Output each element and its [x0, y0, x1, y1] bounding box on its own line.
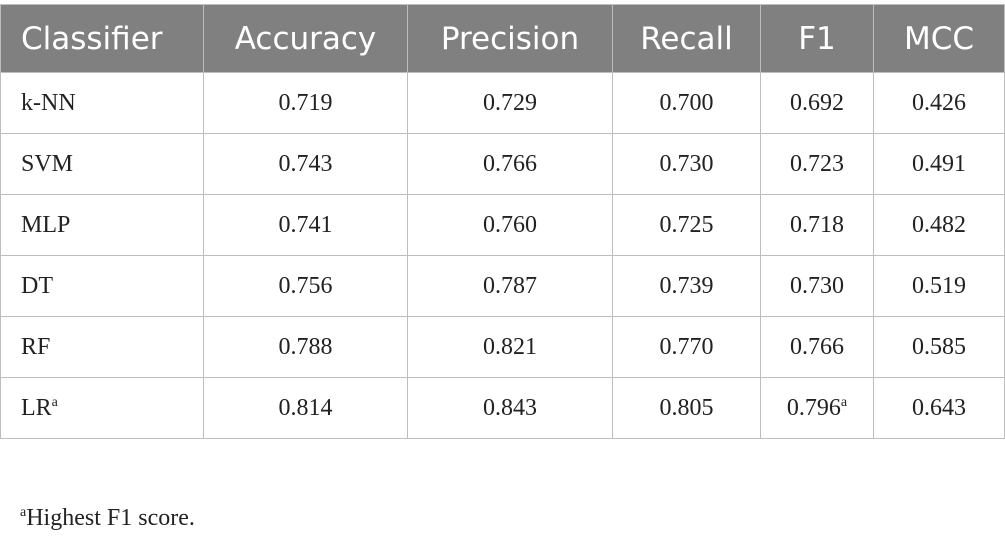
table-cell: 0.482 [873, 194, 1005, 256]
table-row: k-NN 0.719 0.729 0.700 0.692 0.426 [0, 72, 1005, 134]
cell-text: MLP [21, 211, 71, 238]
cell-text: 0.787 [483, 272, 537, 299]
footnote: aHighest F1 score. [20, 505, 195, 532]
table-cell: 0.491 [873, 133, 1005, 195]
cell-text: 0.719 [278, 89, 333, 116]
table-cell: 0.796a [760, 377, 874, 439]
table-cell: 0.643 [873, 377, 1005, 439]
cell-text: 0.766 [483, 150, 537, 177]
table-cell: 0.756 [203, 255, 408, 317]
cell-text: 0.723 [790, 150, 844, 177]
cell-text: 0.756 [278, 272, 333, 299]
table-cell: 0.814 [203, 377, 408, 439]
header-cell: Recall [612, 4, 761, 73]
table-cell: RF [0, 316, 204, 378]
cell-text: 0.491 [912, 150, 966, 177]
table-cell: 0.739 [612, 255, 761, 317]
cell-text: 0.821 [483, 333, 537, 360]
table-row: MLP 0.741 0.760 0.725 0.718 0.482 [0, 194, 1005, 256]
cell-text: 0.739 [659, 272, 714, 299]
cell-text: 0.788 [278, 333, 333, 360]
table-cell: 0.805 [612, 377, 761, 439]
header-row: Classifier Accuracy Precision Recall F1 MCC [0, 4, 1005, 73]
cell-superscript: a [840, 394, 848, 410]
cell-text: k-NN [21, 89, 76, 116]
table-cell: 0.741 [203, 194, 408, 256]
table-cell: 0.766 [407, 133, 613, 195]
table-cell: 0.700 [612, 72, 761, 134]
cell-text: 0.729 [483, 89, 537, 116]
table-cell: LRa [0, 377, 204, 439]
cell-text: 0.770 [659, 333, 714, 360]
cell-text: 0.482 [912, 211, 966, 238]
header-cell: Classifier [0, 4, 204, 73]
table-cell: 0.692 [760, 72, 874, 134]
cell-text: 0.730 [790, 272, 844, 299]
table-cell: DT [0, 255, 204, 317]
cell-text: 0.741 [278, 211, 333, 238]
cell-text: 0.718 [790, 211, 844, 238]
cell-text: RF [21, 333, 51, 360]
cell-text: 0.426 [912, 89, 966, 116]
cell-text: 0.643 [912, 394, 966, 421]
table-cell: MLP [0, 194, 204, 256]
table-body: k-NN 0.719 0.729 0.700 0.692 0.426 SVM 0.743 0.7… [0, 72, 1005, 439]
table-cell: 0.426 [873, 72, 1005, 134]
cell-text: 0.585 [912, 333, 966, 360]
table-cell: 0.729 [407, 72, 613, 134]
cell-text: 0.692 [790, 89, 844, 116]
table-row: RF 0.788 0.821 0.770 0.766 0.585 [0, 316, 1005, 378]
table-cell: 0.730 [760, 255, 874, 317]
table-cell: 0.788 [203, 316, 408, 378]
cell-text: 0.843 [483, 394, 537, 421]
table-cell: 0.725 [612, 194, 761, 256]
table-cell: 0.743 [203, 133, 408, 195]
cell-text: 0.730 [659, 150, 714, 177]
header-cell: Accuracy [203, 4, 408, 73]
cell-text: 0.796 [786, 394, 841, 421]
table-cell: 0.730 [612, 133, 761, 195]
table-cell: 0.719 [203, 72, 408, 134]
cell-text: 0.743 [278, 150, 333, 177]
table-cell: SVM [0, 133, 204, 195]
table-cell: 0.585 [873, 316, 1005, 378]
table-cell: 0.723 [760, 133, 874, 195]
header-cell: F1 [760, 4, 874, 73]
results-table: Classifier Accuracy Precision Recall F1 MCC k… [0, 4, 1005, 439]
header-cell: Precision [407, 4, 613, 73]
table-row: DT 0.756 0.787 0.739 0.730 0.519 [0, 255, 1005, 317]
cell-text: 0.519 [912, 272, 966, 299]
table-header: Classifier Accuracy Precision Recall F1 MCC [0, 4, 1005, 73]
table-row: SVM 0.743 0.766 0.730 0.723 0.491 [0, 133, 1005, 195]
cell-superscript: a [51, 394, 58, 410]
table-cell: 0.766 [760, 316, 874, 378]
table-cell: 0.787 [407, 255, 613, 317]
footnote-text: Highest F1 score. [26, 505, 195, 531]
cell-text: 0.766 [790, 333, 844, 360]
table-cell: 0.821 [407, 316, 613, 378]
table-cell: k-NN [0, 72, 204, 134]
cell-text: 0.725 [659, 211, 714, 238]
table-cell: 0.519 [873, 255, 1005, 317]
cell-text: 0.700 [659, 89, 714, 116]
table-cell: 0.770 [612, 316, 761, 378]
table-row: LRa 0.814 0.843 0.805 0.796a 0.643 [0, 377, 1005, 439]
table-cell: 0.760 [407, 194, 613, 256]
table-cell: 0.718 [760, 194, 874, 256]
cell-text: 0.805 [659, 394, 714, 421]
header-cell: MCC [873, 4, 1005, 73]
cell-text: 0.760 [483, 211, 537, 238]
table-cell: 0.843 [407, 377, 613, 439]
footnote-marker: a [20, 505, 27, 520]
cell-text: LR [21, 394, 52, 421]
cell-text: SVM [21, 150, 74, 177]
cell-text: DT [21, 272, 53, 299]
cell-text: 0.814 [278, 394, 333, 421]
